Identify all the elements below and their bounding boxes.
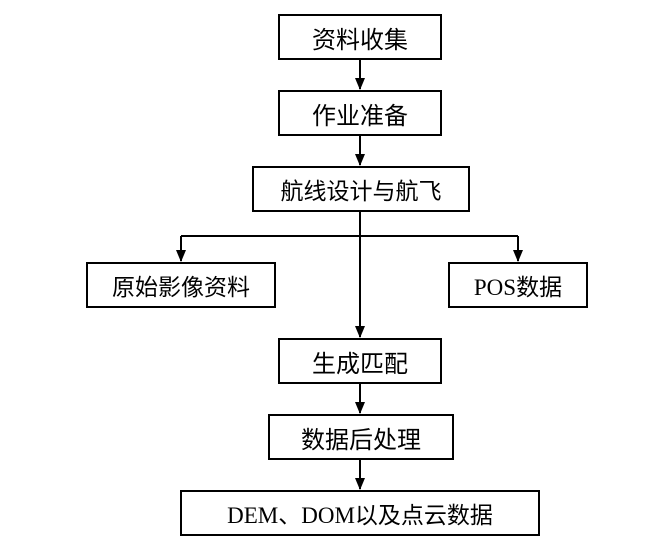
- node-label: 原始影像资料: [112, 268, 250, 302]
- node-label: 航线设计与航飞: [281, 172, 442, 206]
- node-prep: 作业准备: [278, 90, 442, 136]
- node-pos-data: POS数据: [448, 262, 588, 308]
- node-gen-match: 生成匹配: [278, 338, 442, 384]
- node-label: 数据后处理: [301, 420, 421, 455]
- node-data-collect: 资料收集: [278, 14, 442, 60]
- node-label: 作业准备: [312, 96, 408, 131]
- node-label: POS数据: [474, 268, 562, 302]
- node-label: 生成匹配: [312, 344, 408, 379]
- node-label: DEM、DOM以及点云数据: [227, 496, 493, 530]
- node-label: 资料收集: [312, 20, 408, 55]
- node-route-design: 航线设计与航飞: [252, 166, 470, 212]
- node-dem-dom-cloud: DEM、DOM以及点云数据: [180, 490, 540, 536]
- node-post-process: 数据后处理: [268, 414, 454, 460]
- node-raw-imagery: 原始影像资料: [86, 262, 276, 308]
